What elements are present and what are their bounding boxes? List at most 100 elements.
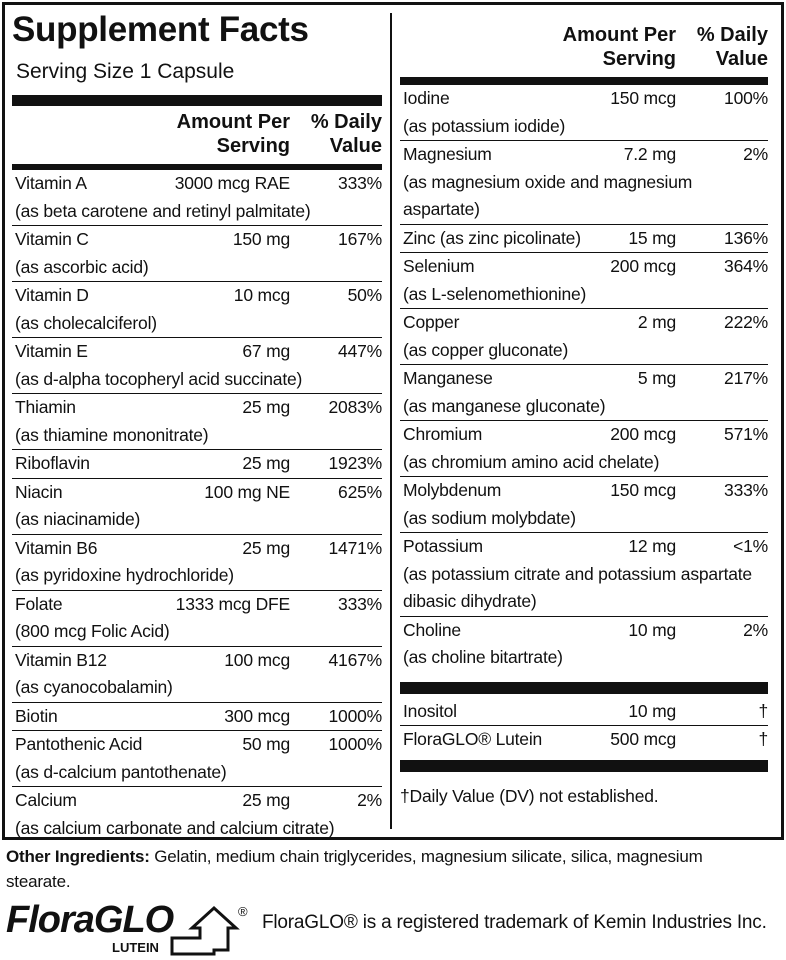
nutrient-name: Niacin	[15, 481, 63, 502]
daily-value: 4167%	[328, 649, 383, 670]
daily-value: 333%	[338, 173, 382, 193]
left-column: Supplement Facts Serving Size 1 Capsule …	[12, 5, 382, 842]
row-line: Potassium 12 mg <1%	[400, 533, 768, 561]
nutrient-name: Chromium	[403, 424, 483, 444]
title: Supplement Facts	[12, 10, 309, 49]
daily-value: 2%	[743, 144, 768, 164]
row-line: Folate 1333 mcg DFE 333%	[12, 591, 382, 619]
row-line: Magnesium 7.2 mg 2%	[400, 141, 768, 169]
row-line: Vitamin C 150 mg 167%	[12, 226, 382, 254]
nutrient-row: Vitamin A 3000 mcg RAE 333% (as beta carote…	[12, 170, 382, 225]
row-line: Inositol 10 mg †	[400, 698, 768, 726]
row-line: Vitamin A 3000 mcg RAE 333%	[12, 170, 382, 198]
amount: 10 mg	[628, 700, 676, 721]
other-ingredients: Other Ingredients: Gelatin, medium chain…	[6, 844, 766, 894]
amount: 1333 mcg DFE	[175, 593, 291, 614]
nutrient-row: Potassium 12 mg <1% (as potassium citrate a…	[400, 532, 768, 616]
nutrient-source: (as d-alpha tocopheryl acid succinate)	[15, 368, 303, 389]
amount-header: Amount Per Serving	[563, 23, 676, 71]
amount: 150 mcg	[610, 480, 676, 500]
header-line: Serving	[216, 135, 290, 157]
daily-value: 447%	[338, 341, 382, 361]
right-column: Amount Per Serving % Daily Value Iodine 150…	[400, 19, 768, 808]
nutrient-source: (as potassium citrate and potassium aspa…	[403, 563, 752, 612]
logo-sub: LUTEIN	[112, 940, 159, 955]
header-line: Value	[715, 48, 768, 70]
row-line: Riboflavin 25 mg 1923%	[12, 450, 382, 478]
amount: 100 mg NE	[204, 481, 290, 502]
daily-value: 50%	[347, 285, 383, 305]
nutrient-source: (as manganese gluconate)	[403, 395, 606, 416]
nutrient-row: Vitamin B12 100 mcg 4167% (as cyanocobalami…	[12, 645, 383, 702]
amount: 50 mg	[242, 734, 290, 754]
nutrient-name: Biotin	[15, 705, 58, 726]
nutrient-name: Choline	[403, 619, 461, 640]
nutrient-source: (800 mcg Folic Acid)	[15, 621, 170, 641]
row-line: Molybdenum 150 mcg 333%	[400, 477, 768, 505]
amount: 15 mg	[628, 227, 676, 248]
nutrient-name: FloraGLO® Lutein	[403, 729, 543, 749]
nutrient-source: (as copper gluconate)	[403, 339, 569, 360]
nutrient-row: Chromium 200 mcg 571% (as chromium amino ac…	[400, 420, 768, 476]
daily-value: <1%	[733, 536, 768, 556]
daily-value: 1000%	[328, 734, 383, 754]
nutrient-row: Niacin 100 mg NE 625% (as niacinamide)	[12, 477, 382, 534]
daily-value: †	[758, 700, 768, 721]
facts-panel: Supplement Facts Serving Size 1 Capsule …	[2, 2, 784, 840]
amount: 2 mg	[637, 312, 676, 332]
nutrient-name: Inositol	[403, 700, 457, 721]
amount: 500 mcg	[610, 729, 676, 749]
daily-value: †	[758, 729, 768, 749]
daily-value: 333%	[724, 480, 768, 500]
nutrient-name: Manganese	[403, 368, 493, 388]
nutrient-name: Vitamin A	[15, 173, 87, 193]
nutrient-name: Vitamin B6	[15, 537, 98, 558]
nutrient-name: Vitamin B12	[15, 649, 107, 670]
nutrient-row: Iodine 150 mcg 100% (as potassium iodide)	[400, 85, 768, 140]
nutrient-source: (as cholecalciferol)	[15, 312, 157, 333]
nutrient-row: Copper 2 mg 222% (as copper gluconate)	[400, 308, 768, 364]
daily-value: 2%	[743, 619, 768, 640]
amount: 10 mg	[628, 619, 676, 640]
rule	[400, 681, 768, 694]
nutrient-source: (as potassium iodide)	[403, 115, 566, 136]
nutrient-name: Zinc (as zinc picolinate)	[403, 227, 581, 248]
nutrient-source: (as pyridoxine hydrochloride)	[15, 565, 234, 585]
amount: 3000 mcg RAE	[174, 173, 291, 193]
nutrient-row: Riboflavin 25 mg 1923%	[12, 449, 382, 478]
nutrient-row: FloraGLO® Lutein 500 mcg †	[400, 725, 768, 754]
amount: 10 mcg	[233, 285, 290, 305]
daily-value: 136%	[724, 227, 768, 248]
daily-value: 100%	[724, 88, 768, 108]
header-line: Amount Per	[562, 24, 676, 46]
nutrient-row: Selenium 200 mcg 364% (as L-selenomethionin…	[400, 252, 768, 308]
dv-header: % Daily Value	[676, 23, 768, 71]
header-line: % Daily	[696, 24, 768, 46]
nutrient-row: Biotin 300 mcg 1000%	[12, 701, 383, 731]
amount: 7.2 mg	[623, 144, 677, 164]
dv-header: % Daily Value	[290, 110, 382, 158]
amount: 300 mcg	[224, 705, 290, 726]
amount-header: Amount Per Serving	[177, 110, 290, 158]
nutrient-source: (as choline bitartrate)	[403, 647, 563, 667]
divider	[390, 13, 392, 829]
row-line: Iodine 150 mcg 100%	[400, 85, 768, 113]
row-line: Chromium 200 mcg 571%	[400, 421, 768, 449]
nutrient-row: Folate 1333 mcg DFE 333% (800 mcg Folic Aci…	[12, 589, 382, 646]
row-line: Copper 2 mg 222%	[400, 309, 768, 337]
daily-value: 333%	[338, 593, 382, 614]
daily-value: 1000%	[328, 705, 383, 726]
nutrient-source: (as d-calcium pantothenate)	[15, 761, 227, 782]
amount: 200 mcg	[610, 424, 676, 444]
nutrient-name: Vitamin E	[15, 341, 88, 361]
daily-value: 1923%	[328, 453, 383, 473]
logo-arrow	[170, 905, 240, 956]
column-header: Amount Per Serving % Daily Value	[400, 19, 768, 77]
nutrient-source: (as beta carotene and retinyl palmitate)	[15, 200, 311, 221]
nutrient-name: Iodine	[403, 88, 450, 108]
nutrient-name: Molybdenum	[403, 480, 502, 500]
daily-value: 222%	[724, 312, 768, 332]
amount: 67 mg	[242, 341, 290, 361]
nutrient-row: Zinc (as zinc picolinate) 15 mg 136%	[400, 223, 768, 253]
logo-mark: ®	[238, 904, 248, 919]
